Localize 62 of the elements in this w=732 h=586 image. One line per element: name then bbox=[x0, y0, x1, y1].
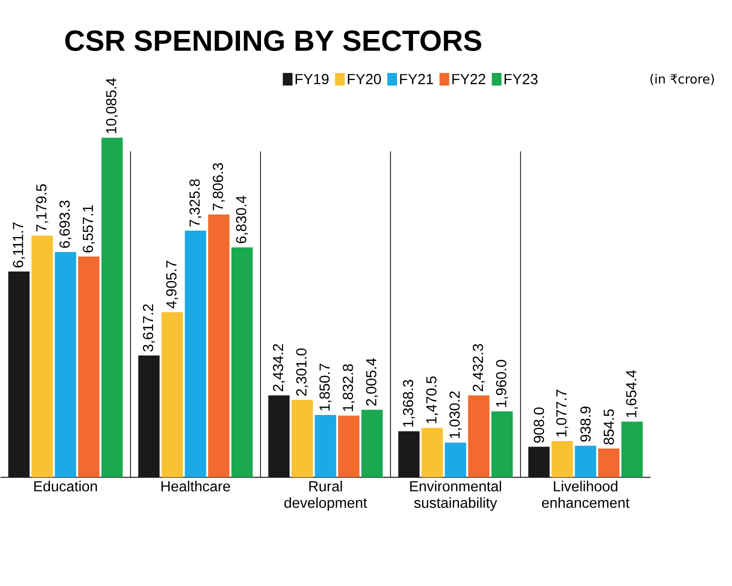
bar bbox=[184, 230, 206, 478]
x-tick-label: Education bbox=[34, 480, 97, 492]
bar bbox=[8, 272, 30, 478]
data-label: 938.9 bbox=[580, 406, 591, 442]
bar bbox=[208, 214, 230, 478]
bar bbox=[598, 448, 620, 478]
bar bbox=[468, 395, 490, 478]
legend-label: FY19 bbox=[296, 74, 329, 84]
data-label: 6,693.3 bbox=[59, 200, 72, 248]
data-label: 1,368.3 bbox=[402, 380, 415, 427]
x-tick-label: Livelihood enhancement bbox=[542, 480, 630, 508]
x-tick-label: Environmental sustainability bbox=[410, 480, 502, 511]
bar bbox=[528, 446, 550, 478]
bar bbox=[101, 138, 123, 478]
data-label: 2,434.2 bbox=[272, 344, 285, 392]
bar bbox=[422, 428, 443, 478]
legend-label: FY22 bbox=[452, 74, 486, 84]
bar bbox=[444, 442, 466, 478]
data-label: 1,030.2 bbox=[449, 391, 462, 438]
bar bbox=[361, 410, 383, 478]
data-label: 4,905.7 bbox=[166, 260, 178, 308]
data-label: 2,301.0 bbox=[296, 348, 308, 396]
legend-label: FY21 bbox=[400, 74, 434, 84]
bar bbox=[338, 416, 360, 478]
legend-label: FY20 bbox=[348, 74, 381, 84]
bar bbox=[491, 411, 513, 478]
data-label: 6,111.7 bbox=[12, 222, 25, 268]
text: (in ₹crore) bbox=[650, 74, 714, 86]
bar bbox=[54, 252, 76, 478]
data-label: 6,557.1 bbox=[82, 205, 95, 252]
data-label: 1,832.8 bbox=[342, 364, 355, 412]
data-label: 908.0 bbox=[534, 407, 544, 443]
bar bbox=[574, 446, 596, 478]
data-label: 7,325.8 bbox=[189, 179, 202, 226]
data-label: 2,432.3 bbox=[472, 344, 485, 392]
data-label: 854.5 bbox=[604, 409, 614, 444]
bar bbox=[162, 312, 183, 478]
bar bbox=[314, 415, 336, 478]
data-label: 1,960.0 bbox=[496, 360, 508, 407]
data-label: 1,077.7 bbox=[556, 390, 568, 436]
data-label: 7,179.5 bbox=[36, 184, 48, 232]
x-tick-label: Rural development bbox=[284, 480, 368, 511]
legend-label: FY23 bbox=[504, 74, 538, 84]
bar bbox=[78, 256, 100, 478]
bar bbox=[398, 431, 420, 478]
data-label: 10,085.4 bbox=[106, 78, 118, 134]
data-label: 1,850.7 bbox=[319, 364, 332, 410]
data-label: 7,806.3 bbox=[212, 163, 225, 210]
bar bbox=[138, 356, 160, 478]
bar bbox=[292, 400, 313, 478]
bar bbox=[32, 236, 53, 478]
bar bbox=[552, 441, 573, 478]
data-label: 2,005.4 bbox=[366, 358, 378, 406]
data-label: 1,470.5 bbox=[426, 376, 438, 424]
data-label: 6,830.4 bbox=[236, 196, 248, 244]
bar bbox=[268, 395, 290, 478]
chart-title: CSR SPENDING BY SECTORS bbox=[65, 30, 482, 52]
bar bbox=[231, 247, 253, 478]
data-label: 3,617.2 bbox=[142, 304, 155, 352]
data-label: 1,654.4 bbox=[626, 370, 638, 418]
x-tick-label: Healthcare bbox=[161, 480, 230, 492]
bar bbox=[621, 422, 643, 478]
